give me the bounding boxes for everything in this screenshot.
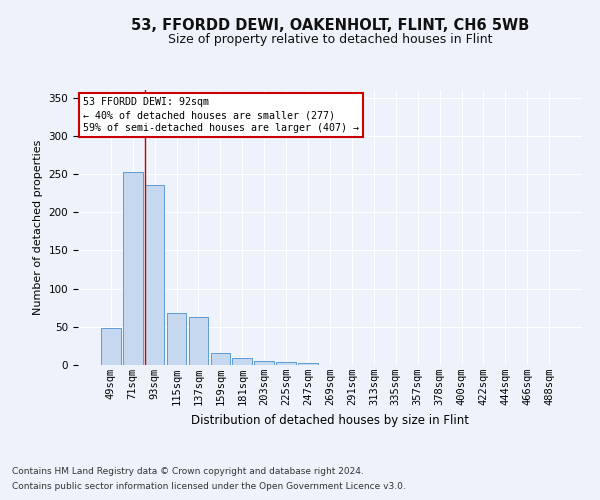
Bar: [145, 184, 164, 365]
Text: 53, FFORDD DEWI, OAKENHOLT, FLINT, CH6 5WB: 53, FFORDD DEWI, OAKENHOLT, FLINT, CH6 5…: [131, 18, 529, 32]
Text: Size of property relative to detached houses in Flint: Size of property relative to detached ho…: [168, 32, 492, 46]
Bar: [123, 172, 143, 365]
Y-axis label: Number of detached properties: Number of detached properties: [33, 140, 43, 315]
Bar: [188, 317, 208, 365]
Text: Contains public sector information licensed under the Open Government Licence v3: Contains public sector information licen…: [12, 482, 406, 491]
Bar: [232, 358, 252, 365]
Bar: [254, 361, 274, 365]
Text: 53 FFORDD DEWI: 92sqm
← 40% of detached houses are smaller (277)
59% of semi-det: 53 FFORDD DEWI: 92sqm ← 40% of detached …: [83, 97, 359, 134]
Bar: [298, 362, 318, 365]
Bar: [211, 353, 230, 365]
Bar: [276, 362, 296, 365]
Text: Contains HM Land Registry data © Crown copyright and database right 2024.: Contains HM Land Registry data © Crown c…: [12, 467, 364, 476]
X-axis label: Distribution of detached houses by size in Flint: Distribution of detached houses by size …: [191, 414, 469, 426]
Bar: [101, 328, 121, 365]
Bar: [167, 313, 187, 365]
